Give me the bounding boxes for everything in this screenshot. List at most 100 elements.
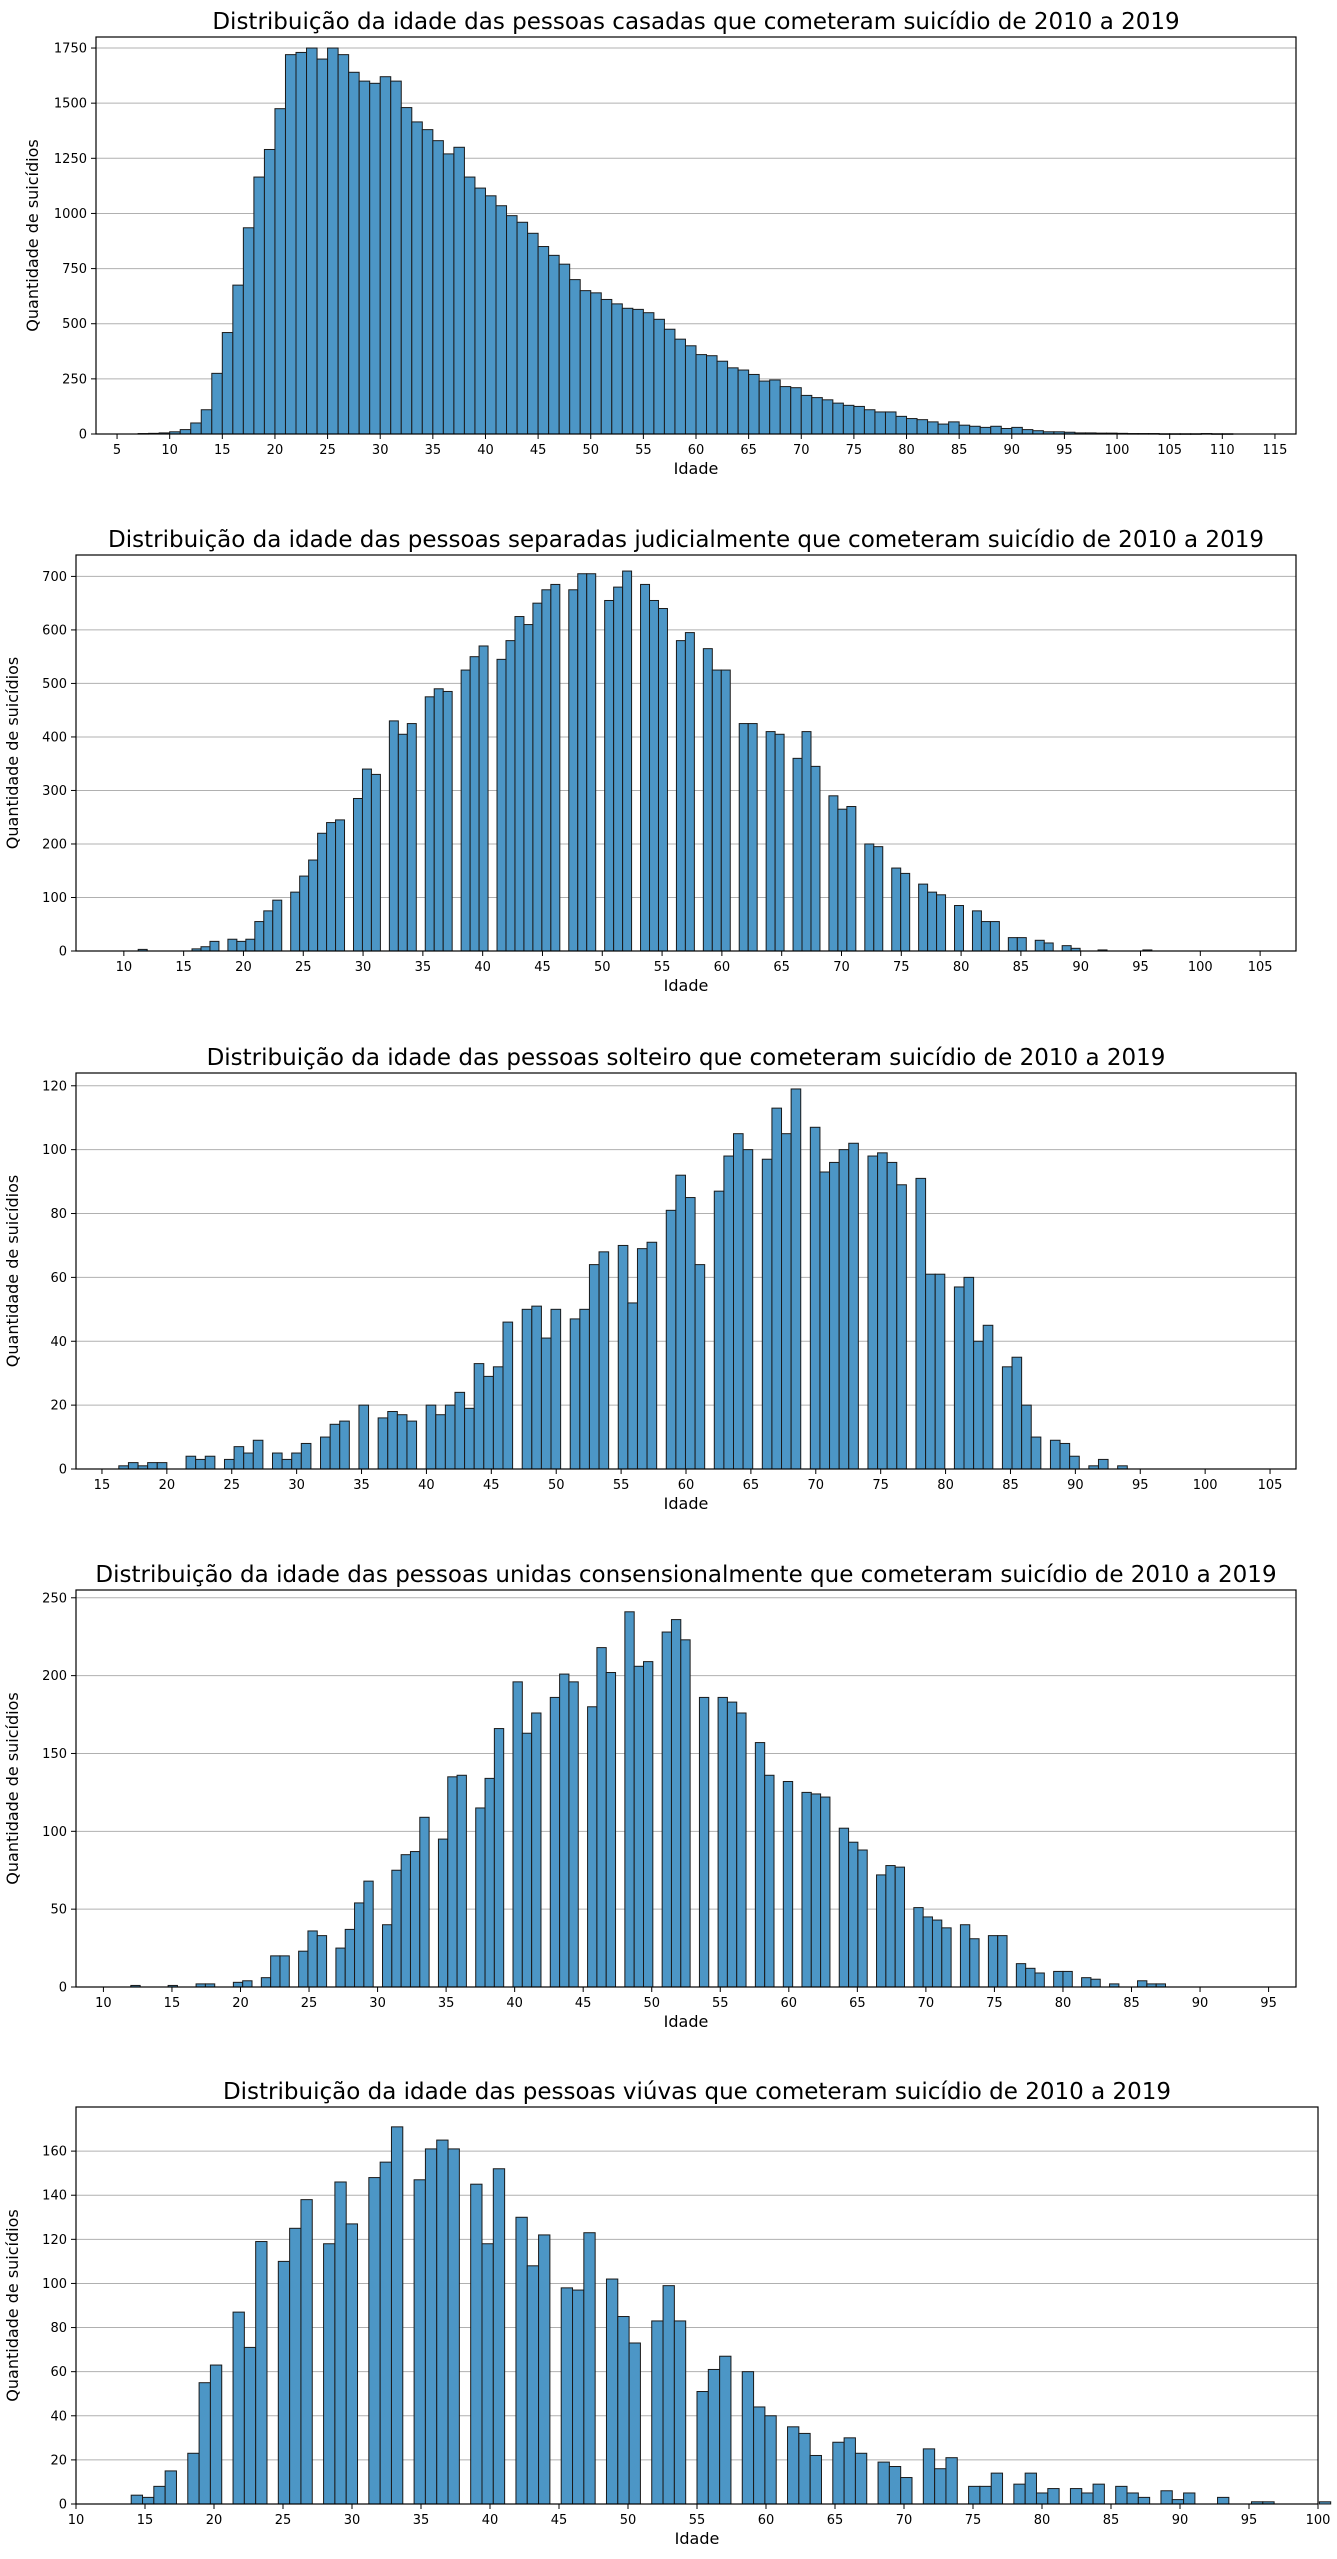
histogram-bar — [736, 1712, 747, 1988]
x-tick-label: 85 — [1002, 1478, 1019, 1493]
y-tick-label: 700 — [42, 570, 67, 585]
x-tick-label: 100 — [1188, 960, 1213, 975]
histogram-bar — [922, 2448, 936, 2505]
histogram-bar — [559, 1673, 570, 1988]
histogram-bar — [569, 1318, 581, 1470]
histogram-bar — [927, 421, 939, 435]
histogram-bar — [891, 867, 902, 952]
histogram-bar — [130, 2494, 144, 2505]
x-tick-label: 75 — [965, 2513, 982, 2528]
histogram-bar — [727, 367, 739, 435]
histogram-bar — [711, 669, 722, 952]
histogram-bar — [335, 1947, 346, 1988]
histogram-bar — [435, 1414, 446, 1470]
histogram-bar — [221, 332, 234, 435]
histogram-bar — [413, 2179, 426, 2505]
x-tick-label: 70 — [808, 1478, 825, 1493]
histogram-bar — [453, 146, 465, 435]
histogram-bar — [761, 1158, 773, 1470]
histogram-bar — [622, 570, 633, 952]
histogram-bar — [377, 1417, 389, 1470]
histogram-bar — [232, 284, 244, 435]
histogram-bar — [885, 1865, 896, 1988]
histogram-bar — [323, 2243, 336, 2505]
histogram-bar — [334, 2181, 347, 2505]
y-tick-label: 500 — [42, 677, 67, 692]
histogram-bar — [810, 765, 821, 952]
histogram-bar — [583, 2232, 596, 2505]
histogram-bar — [900, 872, 911, 952]
histogram-bar — [242, 227, 255, 435]
y-tick-label: 150 — [42, 1747, 67, 1762]
histogram-bar — [475, 1807, 486, 1988]
histogram-bar — [726, 1701, 738, 1988]
y-tick-label: 160 — [42, 2145, 67, 2160]
chart-5: 0 20 40 60 80 100 120 140 160 10 15 20 25 30 35 40 45 50 5… — [3, 2079, 1332, 2548]
histogram-bar — [927, 891, 938, 952]
histogram-bar — [335, 819, 346, 952]
histogram-bar — [481, 2243, 494, 2505]
histogram-bar — [1061, 945, 1072, 952]
histogram-bar — [810, 1793, 822, 1988]
histogram-bar — [460, 669, 471, 952]
x-tick-label: 65 — [743, 1478, 760, 1493]
histogram-bar — [894, 1866, 906, 1988]
x-tick-label: 60 — [714, 960, 731, 975]
histogram-bar — [505, 640, 516, 952]
histogram-bar — [329, 1423, 341, 1470]
histogram-bar — [651, 2320, 664, 2505]
histogram-bar — [670, 1619, 682, 1988]
histogram-bar — [832, 402, 844, 435]
histogram-bar — [156, 1462, 168, 1470]
x-tick-label: 60 — [688, 443, 705, 458]
axes-frame — [75, 554, 1297, 952]
histogram-bar — [649, 599, 659, 952]
histogram-bar — [781, 1133, 792, 1470]
y-tick-label: 50 — [50, 1903, 67, 1918]
histogram-bar — [953, 1286, 965, 1470]
histogram-bar — [754, 1742, 766, 1988]
histogram-bar — [702, 648, 713, 952]
x-tick-label: 90 — [1072, 960, 1089, 975]
histogram-bar — [662, 2285, 675, 2505]
y-tick-label: 80 — [50, 1207, 67, 1222]
chart-4: 0 50 100 150 200 250 10 15 20 25 30 35 40 45 50 55 60 65 7… — [3, 1562, 1297, 2031]
histogram-bar — [424, 696, 435, 952]
histogram-bar — [532, 602, 543, 952]
x-tick-label: 60 — [678, 1478, 695, 1493]
histogram-bar — [326, 822, 337, 952]
histogram-bar — [298, 1950, 309, 1988]
histogram-bar — [478, 645, 489, 952]
histogram-bar — [232, 2311, 245, 2505]
histogram-bar — [636, 1248, 648, 1470]
x-tick-label: 95 — [1056, 443, 1073, 458]
histogram-bar — [680, 1639, 691, 1988]
x-tick-label: 80 — [937, 1478, 954, 1493]
x-tick-label: 55 — [635, 443, 652, 458]
y-axis-label: Quantidade de suicídios — [3, 657, 22, 849]
histogram-bar — [437, 1838, 449, 1988]
histogram-bar — [1115, 2485, 1128, 2505]
histogram-bar — [1059, 1442, 1071, 1470]
x-tick-label: 75 — [872, 1478, 889, 1493]
x-tick-label: 20 — [206, 2513, 223, 2528]
histogram-bar — [1011, 1356, 1023, 1470]
histogram-bar — [474, 187, 486, 435]
histogram-bar — [1126, 2492, 1139, 2505]
x-tick-label: 35 — [438, 1996, 455, 2011]
histogram-bar — [514, 616, 525, 952]
y-tick-label: 120 — [42, 2233, 67, 2248]
histogram-bar — [306, 47, 318, 435]
histogram-bar — [800, 394, 813, 435]
histogram-bar — [447, 1776, 458, 1988]
axes-frame — [75, 1589, 1297, 1988]
chart-title: Distribuição da idade das pessoas unidas… — [95, 1562, 1276, 1588]
histogram-bar — [320, 1436, 331, 1470]
histogram-bar — [204, 1455, 216, 1470]
histogram-bar — [236, 940, 247, 952]
histogram-bar — [419, 1816, 430, 1988]
x-tick-label: 10 — [68, 2513, 85, 2528]
x-axis-label: Idade — [664, 976, 709, 995]
y-tick-label: 60 — [50, 1271, 67, 1286]
x-tick-label: 30 — [355, 960, 372, 975]
